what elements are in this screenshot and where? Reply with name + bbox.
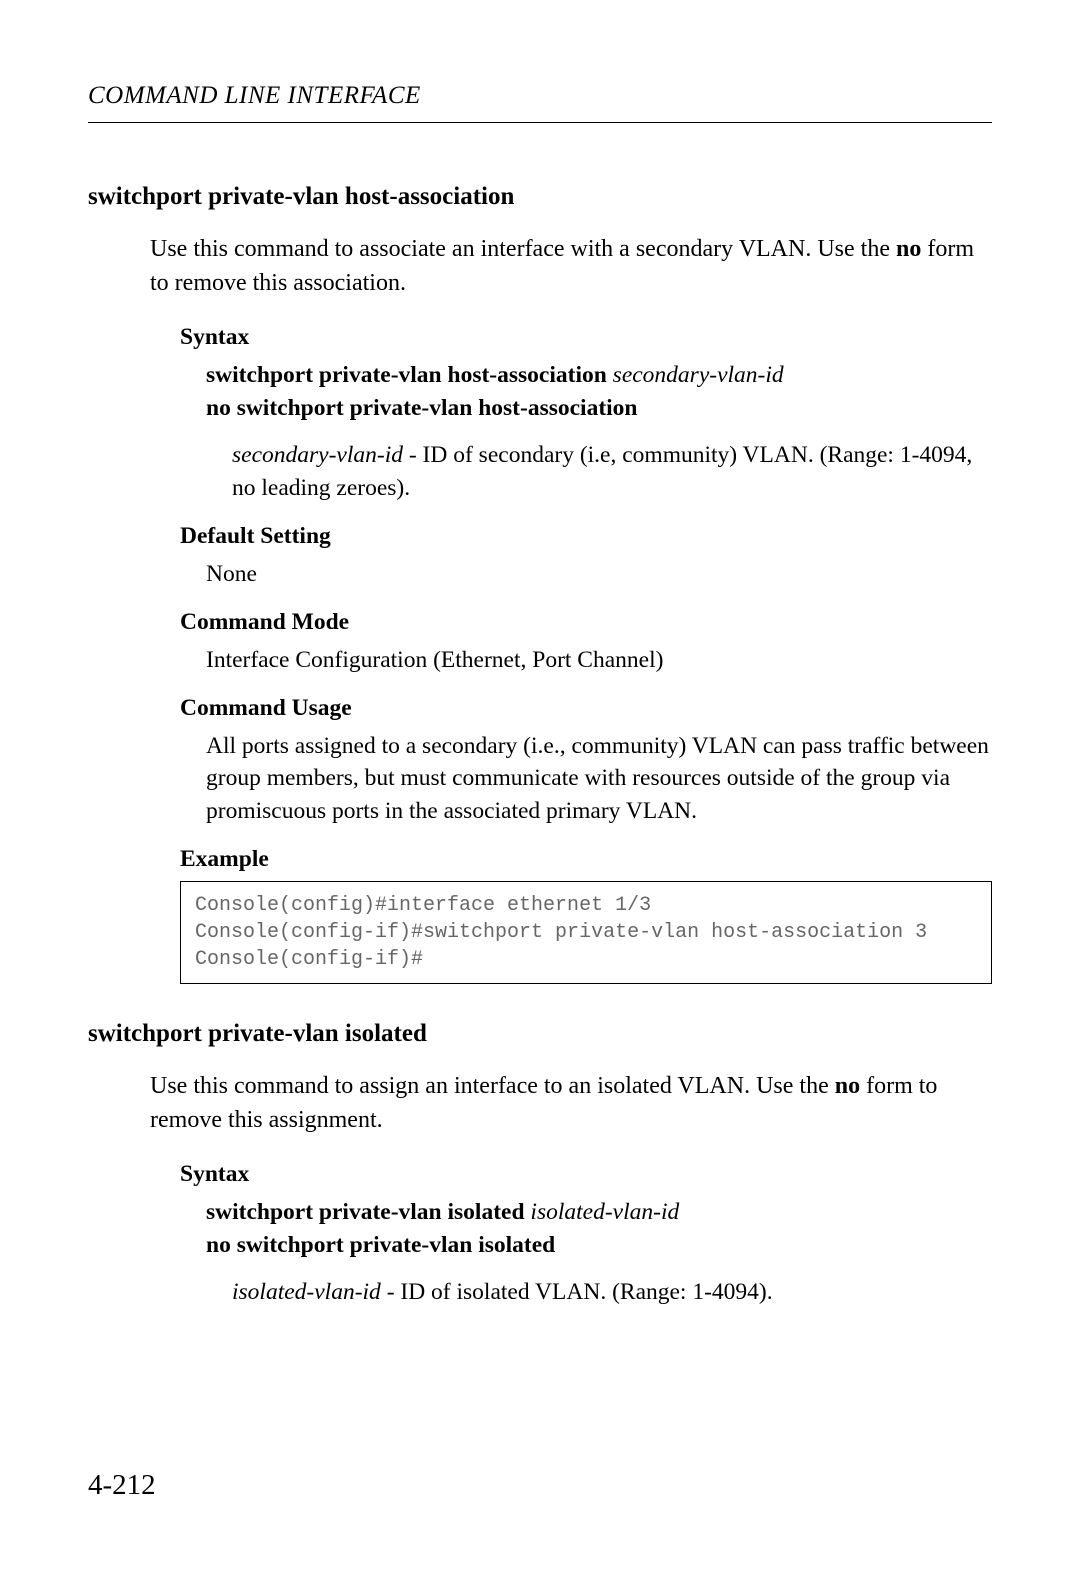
usage-heading: Command Usage <box>180 695 992 722</box>
param-description-2: isolated-vlan-id - ID of isolated VLAN. … <box>232 1276 992 1309</box>
header-rule <box>88 122 992 123</box>
default-heading: Default Setting <box>180 523 992 550</box>
intro-no-keyword: no <box>896 236 921 262</box>
intro-no-keyword-2: no <box>835 1073 860 1099</box>
default-value: None <box>206 558 992 591</box>
syntax-heading-2: Syntax <box>180 1161 992 1188</box>
syntax-command: switchport private-vlan host-association <box>206 362 613 388</box>
section-title-2: switchport private-vlan isolated <box>88 1020 992 1048</box>
syntax-no-command-2: no switchport private-vlan isolated <box>206 1232 555 1258</box>
syntax-heading: Syntax <box>180 324 992 351</box>
param-name: secondary-vlan-id <box>232 442 403 468</box>
syntax-block: switchport private-vlan host-association… <box>206 359 992 425</box>
page-number: 4-212 <box>88 1469 156 1502</box>
example-heading: Example <box>180 846 992 873</box>
mode-value: Interface Configuration (Ethernet, Port … <box>206 644 992 677</box>
example-code-box: Console(config)#interface ethernet 1/3 C… <box>180 881 992 984</box>
param-text-2: - ID of isolated VLAN. (Range: 1-4094). <box>381 1279 773 1305</box>
param-description: secondary-vlan-id - ID of secondary (i.e… <box>232 439 992 505</box>
syntax-param-2: isolated-vlan-id <box>530 1199 679 1225</box>
syntax-command-2: switchport private-vlan isolated <box>206 1199 530 1225</box>
usage-text: All ports assigned to a secondary (i.e.,… <box>206 730 992 829</box>
section-host-association: switchport private-vlan host-association… <box>88 183 992 984</box>
mode-heading: Command Mode <box>180 609 992 636</box>
section-intro: Use this command to associate an interfa… <box>150 233 992 300</box>
section-isolated: switchport private-vlan isolated Use thi… <box>88 1020 992 1309</box>
syntax-param: secondary-vlan-id <box>613 362 784 388</box>
intro-text-1b: Use this command to assign an interface … <box>150 1073 835 1099</box>
syntax-no-command: no switchport private-vlan host-associat… <box>206 395 638 421</box>
section-intro-2: Use this command to assign an interface … <box>150 1070 992 1137</box>
intro-text-1: Use this command to associate an interfa… <box>150 236 896 262</box>
syntax-block-2: switchport private-vlan isolated isolate… <box>206 1196 992 1262</box>
param-name-2: isolated-vlan-id <box>232 1279 381 1305</box>
section-title: switchport private-vlan host-association <box>88 183 992 211</box>
page-header: COMMAND LINE INTERFACE <box>88 82 992 114</box>
